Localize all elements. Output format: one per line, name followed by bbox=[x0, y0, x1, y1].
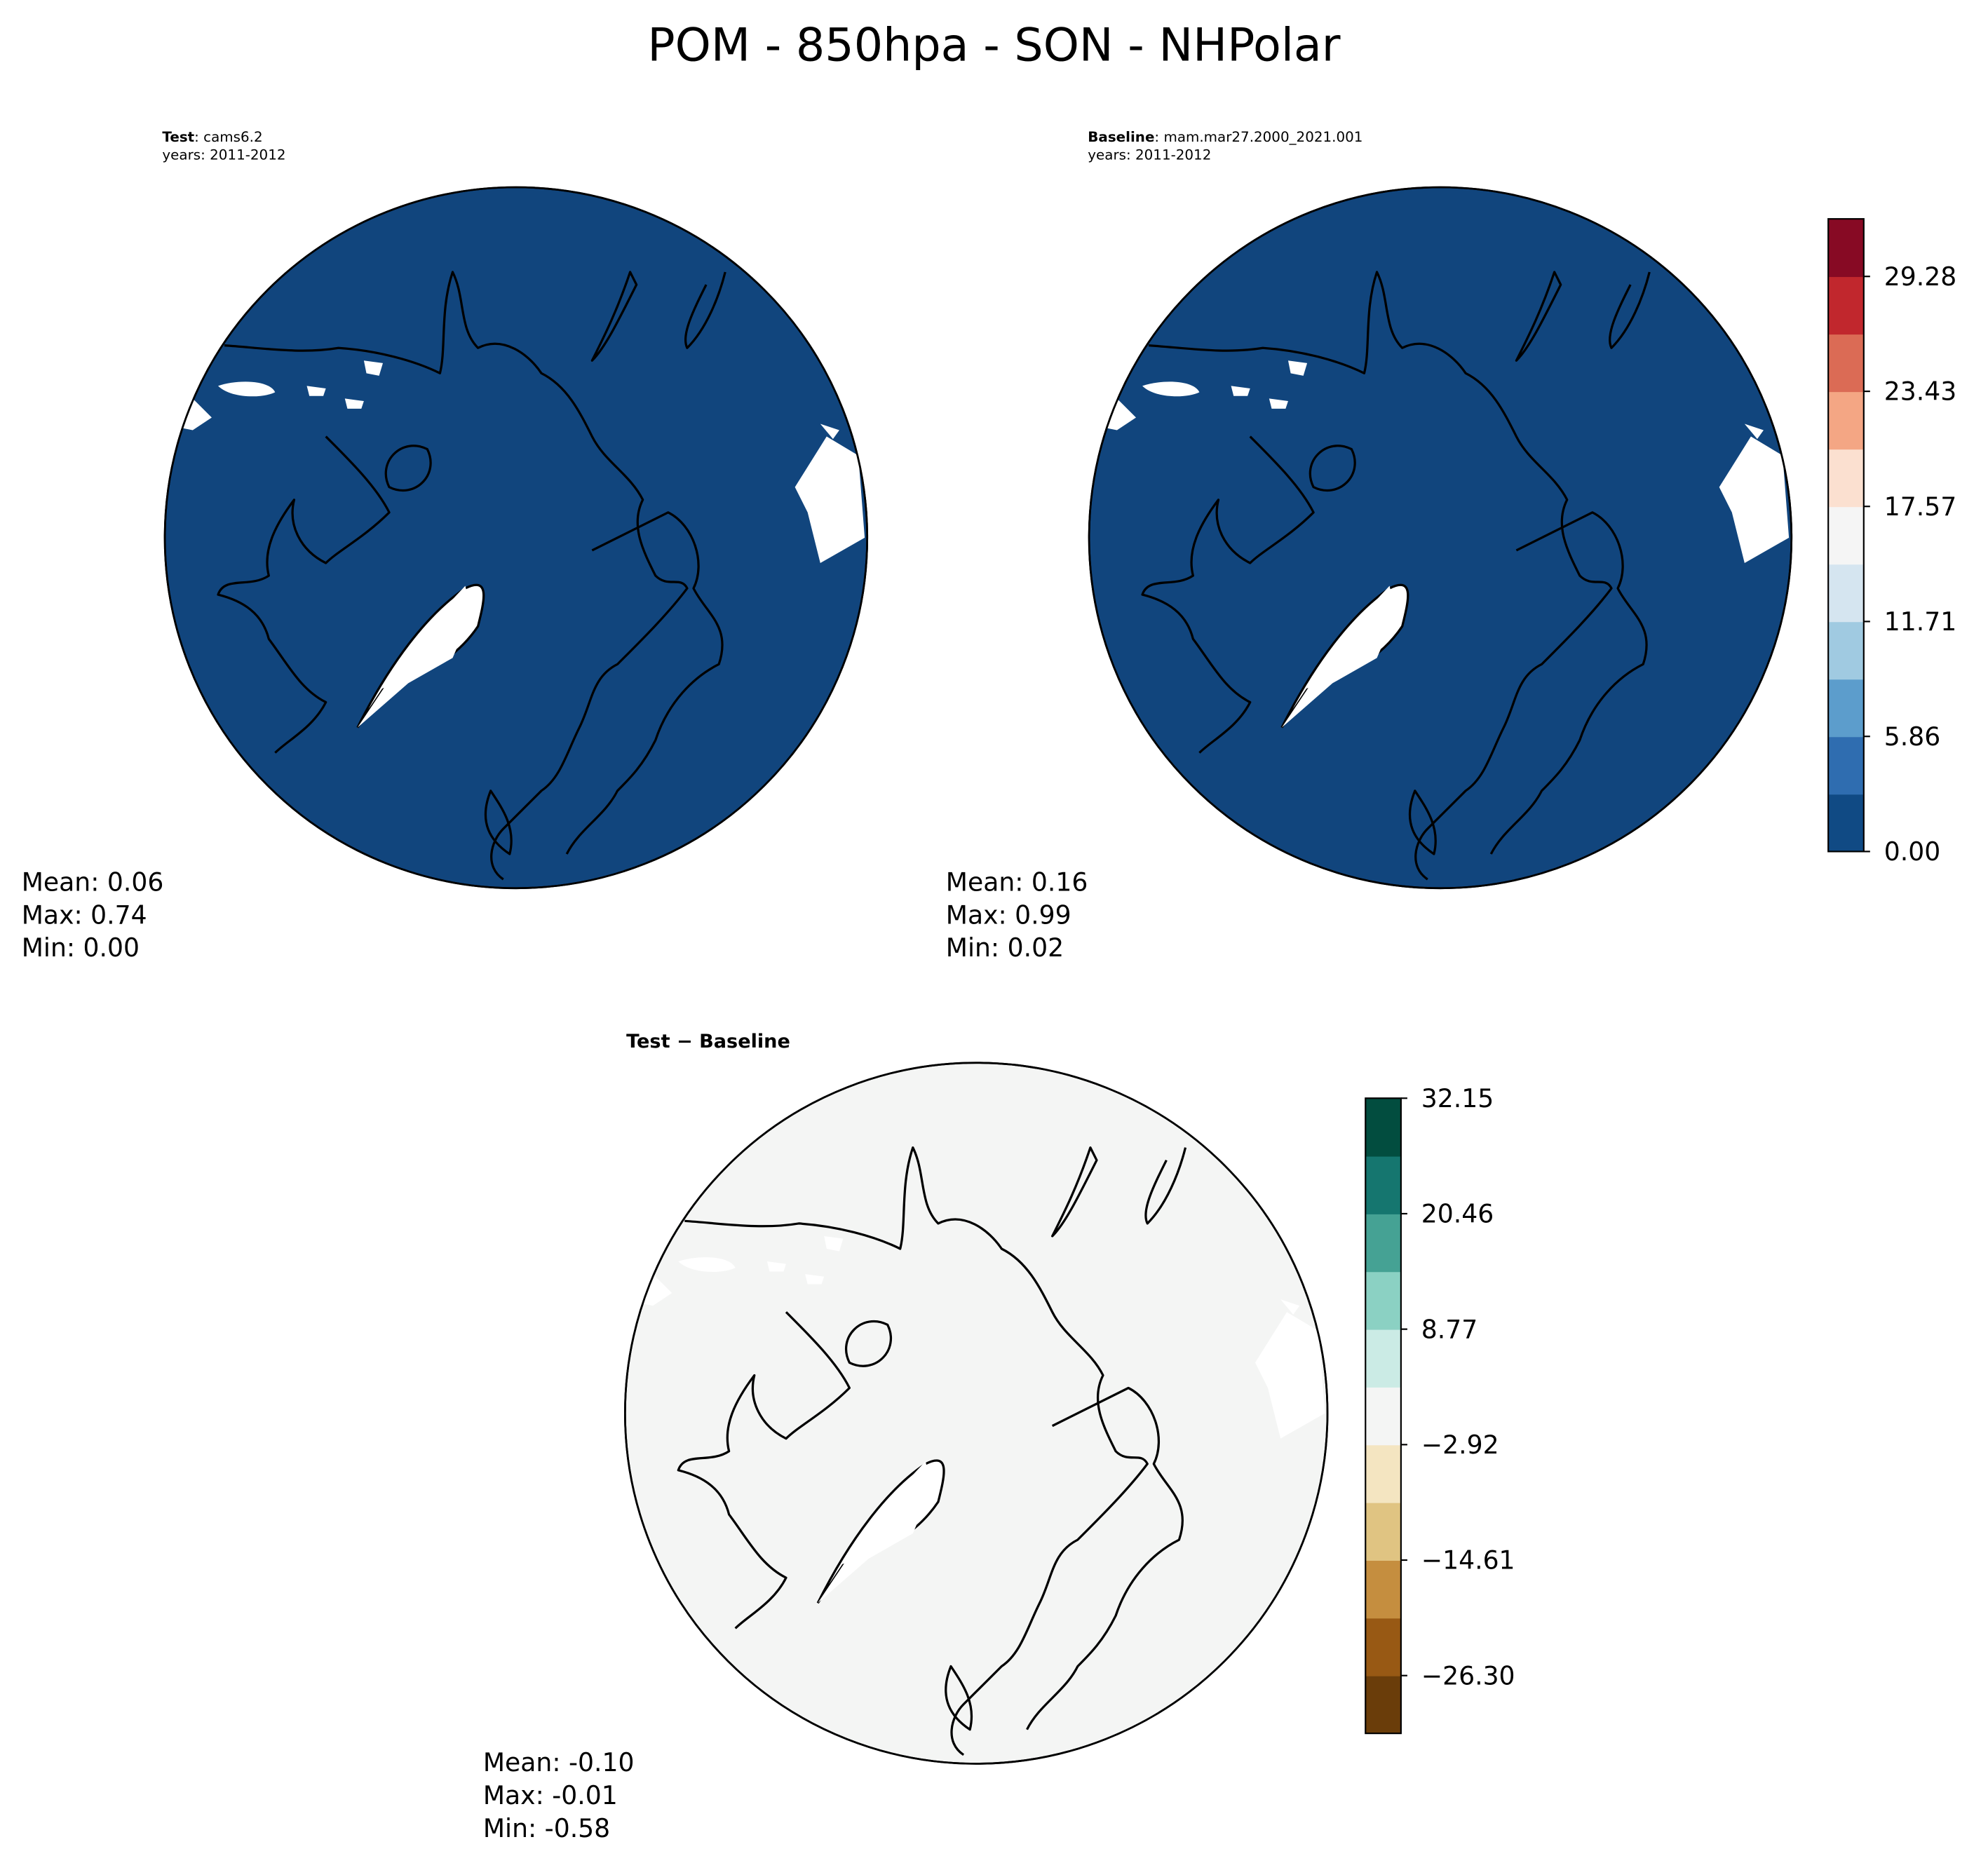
map-ocean bbox=[163, 186, 869, 890]
colorbar-level bbox=[1828, 391, 1864, 450]
colorbar-tick-label: 8.77 bbox=[1421, 1314, 1478, 1344]
colorbar-level bbox=[1828, 449, 1864, 508]
panel-label: Test: cams6.2 bbox=[162, 129, 262, 145]
panel-stat: Mean: 0.06 bbox=[22, 867, 164, 897]
panel-stat: Min: -0.58 bbox=[483, 1813, 610, 1843]
panel-stat: Max: -0.01 bbox=[483, 1780, 618, 1810]
panel-stat: Min: 0.02 bbox=[946, 933, 1064, 963]
colorbar-tick-label: 32.15 bbox=[1421, 1083, 1494, 1113]
panel-stat: Min: 0.00 bbox=[22, 933, 140, 963]
panel-stat: Mean: -0.10 bbox=[483, 1747, 635, 1777]
colorbar-tick-label: 23.43 bbox=[1884, 377, 1956, 407]
colorbar-level bbox=[1828, 794, 1864, 853]
colorbar-tick-label: 17.57 bbox=[1884, 492, 1956, 522]
panel-stat: Max: 0.74 bbox=[22, 900, 147, 930]
colorbar-level bbox=[1365, 1271, 1401, 1330]
colorbar-level bbox=[1828, 506, 1864, 565]
colorbar-tick-label: 11.71 bbox=[1884, 607, 1956, 637]
map-border bbox=[624, 1062, 1329, 1765]
colorbar-level bbox=[1365, 1156, 1401, 1214]
colorbar-tick-label: 5.86 bbox=[1884, 721, 1940, 752]
colorbar-level bbox=[1828, 621, 1864, 680]
colorbar-level bbox=[1365, 1329, 1401, 1388]
colorbar-frame bbox=[1365, 1097, 1402, 1735]
map-ocean bbox=[624, 1062, 1329, 1765]
colorbar-level bbox=[1828, 679, 1864, 738]
panel-years: years: 2011-2012 bbox=[1088, 147, 1211, 163]
colorbar-level bbox=[1365, 1444, 1401, 1503]
panel-label: Baseline: mam.mar27.2000_2021.001 bbox=[1088, 129, 1362, 145]
panel-stat: Max: 0.99 bbox=[946, 900, 1071, 930]
panel-name: Test − Baseline bbox=[626, 1031, 790, 1052]
map-ocean bbox=[1088, 186, 1793, 890]
colorbar-level bbox=[1828, 219, 1864, 278]
colorbar-level bbox=[1828, 736, 1864, 795]
colorbar-level bbox=[1365, 1675, 1401, 1735]
colorbar-tick-label: 0.00 bbox=[1884, 836, 1940, 867]
panel-name: Baseline bbox=[1088, 129, 1154, 145]
colorbar-level bbox=[1365, 1098, 1401, 1157]
colorbar-level bbox=[1365, 1618, 1401, 1676]
colorbar-frame bbox=[1827, 218, 1865, 853]
colorbar-level bbox=[1828, 276, 1864, 335]
colorbar-level bbox=[1365, 1387, 1401, 1446]
panel-stat: Mean: 0.16 bbox=[946, 867, 1088, 897]
panel-label: Test − Baseline bbox=[626, 1031, 790, 1052]
figure-title: POM - 850hpa - SON - NHPolar bbox=[647, 20, 1340, 72]
colorbar-tick-label: −14.61 bbox=[1421, 1545, 1515, 1576]
colorbar-tick-label: −2.92 bbox=[1421, 1430, 1499, 1460]
colorbar-level bbox=[1365, 1502, 1401, 1561]
panel-years: years: 2011-2012 bbox=[162, 147, 285, 163]
panel-name: Test bbox=[162, 129, 194, 145]
colorbar-tick-label: 29.28 bbox=[1884, 262, 1956, 292]
colorbar-level bbox=[1365, 1560, 1401, 1619]
panel-case: : mam.mar27.2000_2021.001 bbox=[1154, 129, 1362, 145]
map-border bbox=[163, 186, 869, 890]
colorbar-level bbox=[1828, 564, 1864, 623]
colorbar-level bbox=[1365, 1213, 1401, 1273]
colorbar-tick-label: 20.46 bbox=[1421, 1199, 1494, 1229]
colorbar-level bbox=[1828, 334, 1864, 393]
panel-case: : cams6.2 bbox=[194, 129, 262, 145]
colorbar-tick-label: −26.30 bbox=[1421, 1660, 1515, 1691]
map-border bbox=[1088, 186, 1793, 890]
